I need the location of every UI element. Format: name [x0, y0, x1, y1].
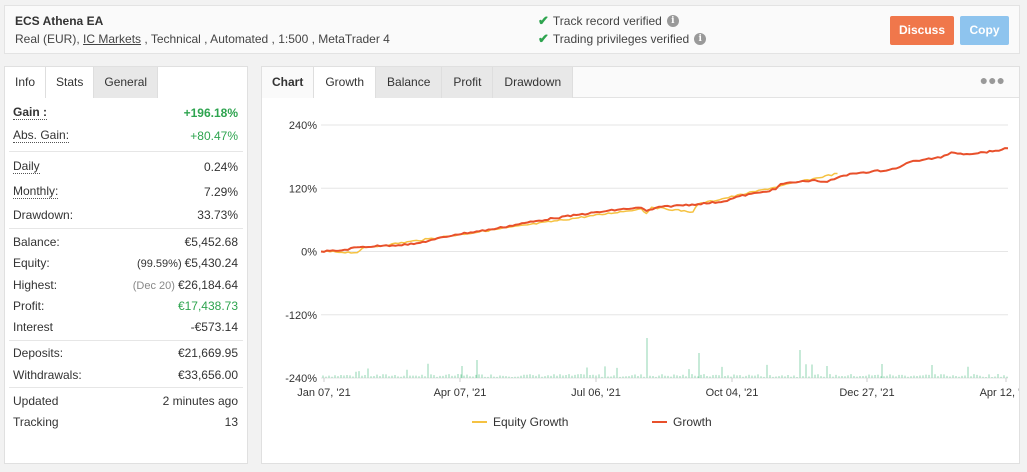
daily-label[interactable]: Daily	[13, 158, 40, 174]
ea-header: ECS Athena EA Real (EUR), IC Markets , T…	[4, 5, 1020, 54]
trading-privileges-verified: ✔ Trading privileges verified i	[538, 31, 707, 47]
x-tick-label: Dec 27, '21	[839, 387, 894, 399]
equity-label: Equity:	[13, 256, 50, 271]
highest-date: (Dec 20)	[132, 279, 175, 292]
tab-drawdown[interactable]: Drawdown	[493, 67, 574, 98]
y-tick-label: -240%	[285, 373, 317, 385]
tab-balance[interactable]: Balance	[376, 67, 443, 98]
tab-profit[interactable]: Profit	[442, 67, 494, 98]
balance-value: €5,452.68	[184, 234, 238, 249]
profit-value: €17,438.73	[177, 298, 238, 313]
stat-highest: Highest: (Dec 20) €26,184.64	[5, 274, 247, 295]
stats-tabs: Info Stats General	[5, 67, 159, 98]
balance-label: Balance:	[13, 234, 60, 249]
stat-abs-gain: Abs. Gain: +80.47%	[5, 123, 247, 149]
drawdown-value: 33.73%	[197, 208, 238, 223]
equity-growth-line	[321, 172, 838, 254]
monthly-label[interactable]: Monthly:	[13, 183, 59, 199]
highest-label: Highest:	[13, 277, 58, 292]
equity-percent: (99.59%)	[136, 258, 182, 271]
y-tick-label: 0%	[301, 247, 317, 259]
divider	[9, 387, 243, 389]
account-details: , Technical , Automated , 1:500 , MetaTr…	[141, 32, 390, 46]
check-icon: ✔	[538, 31, 549, 46]
deposits-value: €21,669.95	[177, 346, 238, 361]
stat-withdrawals: Withdrawals: €33,656.00	[5, 364, 247, 385]
x-tick-label: Apr 07, '21	[434, 387, 487, 399]
stat-drawdown: Drawdown: 33.73%	[5, 204, 247, 226]
updated-label: Updated	[13, 394, 59, 409]
stat-balance: Balance: €5,452.68	[5, 231, 247, 252]
abs-gain-label[interactable]: Abs. Gain:	[13, 128, 70, 144]
more-options-icon[interactable]: ●●●	[979, 72, 1005, 88]
stat-interest: Interest -€573.14	[5, 316, 247, 337]
stat-equity: Equity: (99.59%) €5,430.24	[5, 253, 247, 274]
chart-panel: Chart Growth Balance Profit Drawdown ●●●…	[261, 66, 1020, 464]
y-tick-label: 120%	[289, 183, 317, 195]
info-icon[interactable]: i	[666, 15, 679, 27]
interest-value: -€573.14	[190, 320, 238, 335]
stats-list: Gain : +196.18% Abs. Gain: +80.47% Daily…	[5, 98, 247, 433]
check-icon: ✔	[538, 13, 549, 28]
legend-equity-label: Equity Growth	[493, 415, 568, 429]
abs-gain-value: +80.47%	[190, 129, 238, 144]
withdrawals-label: Withdrawals:	[13, 367, 82, 382]
x-tick-label: Jan 07, '21	[297, 387, 350, 399]
drawdown-label: Drawdown:	[13, 208, 74, 223]
stat-updated: Updated 2 minutes ago	[5, 390, 247, 411]
x-tick-label: Oct 04, '21	[706, 387, 759, 399]
highest-value: €26,184.64	[177, 277, 238, 292]
divider	[9, 339, 243, 341]
x-tick-label: Apr 12, '22	[980, 387, 1019, 399]
monthly-value: 7.29%	[203, 184, 238, 199]
ea-title: ECS Athena EA	[15, 14, 104, 28]
tracking-value: 13	[224, 415, 238, 430]
stat-daily: Daily 0.24%	[5, 154, 247, 179]
stat-deposits: Deposits: €21,669.95	[5, 343, 247, 364]
info-icon[interactable]: i	[694, 33, 707, 45]
track-record-label: Track record verified	[552, 14, 662, 28]
tab-stats[interactable]: Stats	[46, 67, 95, 98]
tab-growth[interactable]: Growth	[314, 67, 377, 98]
growth-line	[320, 147, 1009, 253]
ea-subtitle: Real (EUR), IC Markets , Technical , Aut…	[15, 32, 390, 46]
account-type: Real (EUR),	[15, 32, 84, 46]
y-tick-label: 240%	[289, 120, 317, 132]
trading-privileges-label: Trading privileges verified	[552, 32, 690, 46]
broker-link[interactable]: IC Markets	[83, 32, 142, 46]
stat-tracking: Tracking 13	[5, 412, 247, 433]
gain-value: +196.18%	[183, 105, 238, 120]
x-tick-label: Jul 06, '21	[571, 387, 621, 399]
interest-label: Interest	[13, 320, 54, 335]
daily-value: 0.24%	[203, 159, 238, 174]
track-record-verified: ✔ Track record verified i	[538, 13, 679, 29]
chart-tabs-label: Chart	[262, 67, 315, 98]
tracking-label: Tracking	[13, 415, 59, 430]
stat-profit: Profit: €17,438.73	[5, 295, 247, 316]
gain-label[interactable]: Gain :	[13, 104, 48, 120]
updated-value: 2 minutes ago	[162, 394, 238, 409]
y-tick-label: -120%	[285, 310, 317, 322]
withdrawals-value: €33,656.00	[177, 367, 238, 382]
legend-growth-label: Growth	[673, 415, 712, 429]
stat-gain: Gain : +196.18%	[5, 102, 247, 123]
growth-chart: 240% 120% 0% -120% -240% Jan 07, '21 Apr 07, '…	[285, 120, 1019, 429]
deposits-label: Deposits:	[13, 346, 64, 361]
chart-tabs: Chart Growth Balance Profit Drawdown ●●●	[262, 67, 1019, 98]
copy-button[interactable]: Copy	[960, 16, 1009, 45]
profit-label: Profit:	[13, 298, 45, 313]
divider	[9, 228, 243, 230]
stat-monthly: Monthly: 7.29%	[5, 179, 247, 204]
tab-info[interactable]: Info	[5, 67, 47, 98]
stats-panel: Info Stats General Gain : +196.18% Abs. …	[4, 66, 248, 464]
equity-value: €5,430.24	[184, 256, 238, 271]
discuss-button[interactable]: Discuss	[890, 16, 954, 45]
divider	[9, 151, 243, 153]
tab-general[interactable]: General	[94, 67, 159, 98]
